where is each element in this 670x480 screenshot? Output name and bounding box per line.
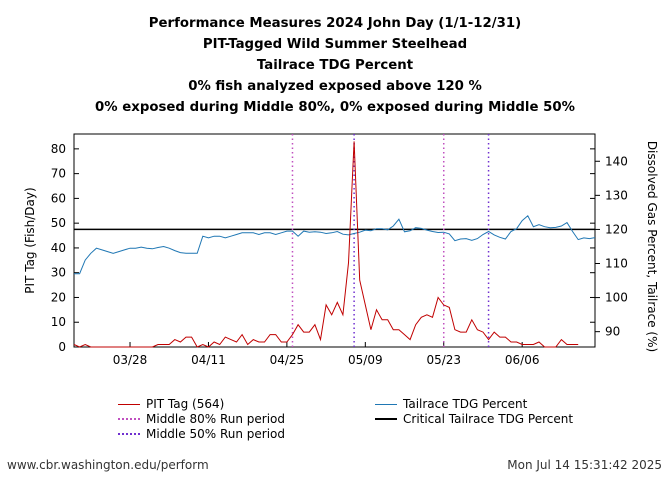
y2tick-label-120: 120	[605, 222, 628, 236]
footer-timestamp: Mon Jul 14 15:31:42 2025	[507, 458, 662, 472]
legend-critical: Critical Tailrace TDG Percent	[375, 412, 573, 426]
y2tick-label-90: 90	[605, 325, 620, 339]
legend-label-middle50: Middle 50% Run period	[146, 427, 285, 441]
ytick-label-50: 50	[51, 216, 66, 230]
series-pit-line	[73, 141, 579, 348]
ytick-label-40: 40	[51, 241, 66, 255]
legend-swatch-middle80	[118, 418, 140, 420]
title-line-3: Tailrace TDG Percent	[256, 58, 414, 73]
xtick-label-05-09: 05/09	[348, 353, 383, 367]
legend-swatch-pit	[118, 403, 140, 405]
title-line-4: 0% fish analyzed exposed above 120 %	[188, 79, 482, 94]
legend-label-middle80: Middle 80% Run period	[146, 412, 285, 426]
ytick-label-70: 70	[51, 167, 66, 181]
xtick-label-04-11: 04/11	[191, 353, 226, 367]
y2tick-label-130: 130	[605, 188, 628, 202]
footer-url: www.cbr.washington.edu/perform	[7, 458, 209, 472]
ytick-label-60: 60	[51, 191, 66, 205]
xtick-label-03-28: 03/28	[113, 353, 148, 367]
title-line-5: 0% exposed during Middle 80%, 0% exposed…	[95, 100, 575, 115]
legend-tdg: Tailrace TDG Percent	[375, 397, 527, 411]
legend-pit-tag: PIT Tag (564)	[118, 397, 224, 411]
series-tdg-line	[74, 215, 596, 275]
xtick-label-06-06: 06/06	[505, 353, 540, 367]
y-axis-label: PIT Tag (Fish/Day)	[23, 187, 37, 293]
title-line-2: PIT-Tagged Wild Summer Steelhead	[202, 37, 468, 52]
ytick-label-80: 80	[51, 142, 66, 156]
legend-middle50: Middle 50% Run period	[118, 427, 285, 441]
title-line-1: Performance Measures 2024 John Day (1/1-…	[148, 16, 522, 31]
legend-label-pit: PIT Tag (564)	[146, 397, 225, 411]
legend-swatch-critical	[375, 418, 397, 420]
legend-label-tdg: Tailrace TDG Percent	[403, 397, 528, 411]
y2-axis-label: Dissolved Gas Percent, Tailrace (%)	[645, 141, 659, 352]
xtick-label-04-25: 04/25	[270, 353, 305, 367]
ytick-label-0: 0	[58, 340, 66, 354]
ytick-label-10: 10	[51, 315, 66, 329]
chart-title: Performance Measures 2024 John Day (1/1-…	[0, 13, 670, 118]
y2tick-label-100: 100	[605, 291, 628, 305]
ytick-label-20: 20	[51, 290, 66, 304]
ytick-label-30: 30	[51, 266, 66, 280]
legend-swatch-middle50	[118, 433, 140, 435]
y2tick-label-140: 140	[605, 154, 628, 168]
legend-swatch-tdg	[375, 403, 397, 405]
y2tick-label-110: 110	[605, 257, 628, 271]
legend-label-critical: Critical Tailrace TDG Percent	[403, 412, 574, 426]
legend-middle80: Middle 80% Run period	[118, 412, 285, 426]
xtick-label-05-23: 05/23	[426, 353, 461, 367]
plot-frame	[73, 133, 596, 348]
